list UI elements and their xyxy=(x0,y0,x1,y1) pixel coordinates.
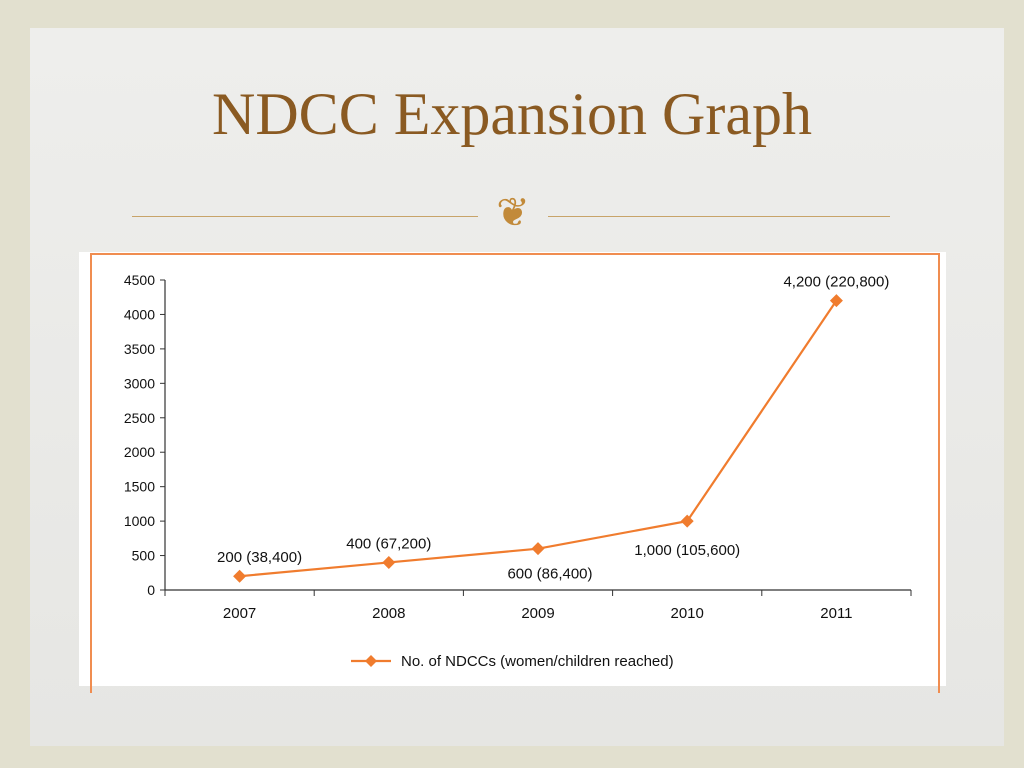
data-label: 600 (86,400) xyxy=(507,566,592,583)
y-tick-label: 0 xyxy=(147,582,155,598)
data-point-marker xyxy=(382,555,396,569)
y-tick-label: 4500 xyxy=(124,272,155,288)
y-tick-label: 3000 xyxy=(124,375,155,391)
legend-label: No. of NDCCs (women/children reached) xyxy=(401,653,674,670)
data-point-marker xyxy=(233,569,247,583)
data-label: 1,000 (105,600) xyxy=(634,542,740,559)
data-label: 200 (38,400) xyxy=(217,549,302,566)
x-tick-label: 2010 xyxy=(671,605,704,622)
line-chart: 0 500 1000 1500 2000 2500 3000 3500 4000 4500 2007… xyxy=(124,272,912,670)
y-tick-label: 500 xyxy=(132,548,156,564)
divider-line-right xyxy=(548,216,890,217)
data-point-marker xyxy=(680,514,694,528)
x-tick-label: 2008 xyxy=(372,605,405,622)
chart-figure: 0 500 1000 1500 2000 2500 3000 3500 4000 4500 2007… xyxy=(79,252,946,693)
y-tick-label: 1000 xyxy=(124,513,155,529)
data-point-marker xyxy=(531,542,545,556)
y-tick-label: 2000 xyxy=(124,444,155,460)
chart-frame xyxy=(90,253,940,693)
y-tick-label: 1500 xyxy=(124,479,155,495)
series-line xyxy=(239,300,838,578)
y-tick-label: 4000 xyxy=(124,306,155,322)
legend-marker xyxy=(365,655,377,667)
x-tick-label: 2007 xyxy=(223,605,256,622)
data-point-marker xyxy=(829,294,843,308)
slide-title: NDCC Expansion Graph xyxy=(212,81,812,147)
x-tick-label: 2009 xyxy=(521,605,554,622)
divider-line-left xyxy=(132,216,478,217)
data-label: 4,200 (220,800) xyxy=(783,274,889,291)
ornament-flourish-icon: ❦ xyxy=(496,190,530,236)
x-tick-label: 2011 xyxy=(820,605,852,622)
y-tick-label: 3500 xyxy=(124,341,155,357)
data-label: 400 (67,200) xyxy=(346,535,431,552)
y-tick-label: 2500 xyxy=(124,410,155,426)
